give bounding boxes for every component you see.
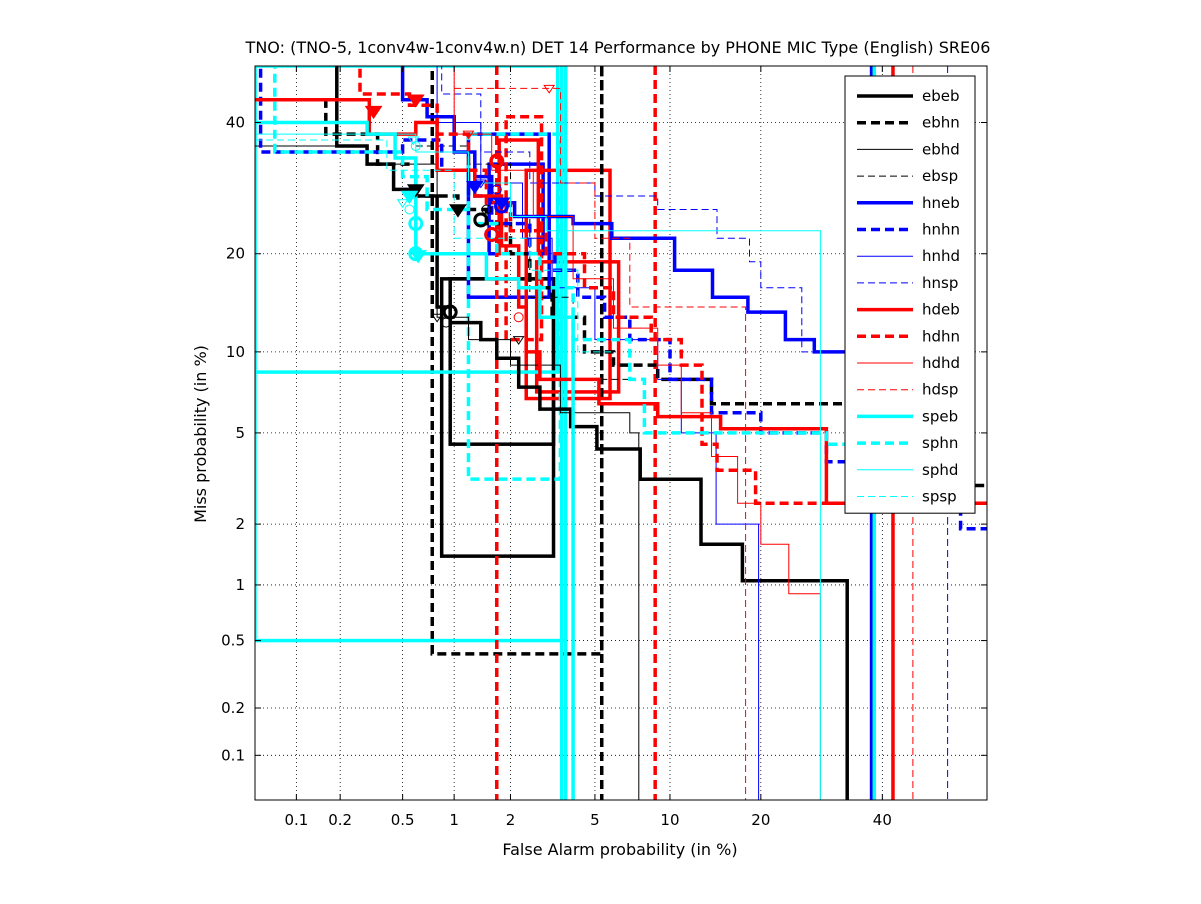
- x-tick-label: 20: [751, 811, 770, 829]
- y-tick-label: 10: [226, 343, 245, 361]
- series-line-hdsp: [454, 87, 747, 800]
- min-dcf-point-hdsp: [513, 312, 524, 323]
- series-line-spsp: [255, 139, 614, 353]
- chart-title: TNO: (TNO-5, 1conv4w-1conv4w.n) DET 14 P…: [245, 38, 991, 57]
- min-dcf-point-ebhn: [473, 212, 489, 228]
- series-line-ebhd: [255, 145, 640, 800]
- legend-label-hdeb: hdeb: [922, 301, 960, 319]
- min-dcf-point-ebsp: [481, 204, 492, 215]
- actual-dcf-point-hdsp: [543, 84, 556, 94]
- x-tick-label: 5: [590, 811, 600, 829]
- x-tick-label: 0.2: [328, 811, 352, 829]
- actual-dcf-point-hnhn: [492, 197, 511, 211]
- legend-label-hdsp: hdsp: [922, 381, 958, 399]
- series-line-hnsp: [441, 66, 827, 353]
- min-dcf-point-hdhn: [489, 153, 505, 169]
- min-dcf-point-ebeb: [442, 304, 458, 320]
- actual-dcf-point-hdeb: [364, 105, 383, 120]
- actual-dcf-point-ebhn: [449, 204, 467, 218]
- y-tick-label: 1: [235, 576, 245, 594]
- y-tick-label: 40: [226, 114, 245, 132]
- legend-label-sphd: sphd: [922, 461, 958, 479]
- min-dcf-point-ebhd: [441, 317, 452, 328]
- legend-label-speb: speb: [922, 407, 958, 425]
- y-tick-label: 2: [235, 515, 245, 533]
- y-axis-label: Miss probability (in %): [191, 345, 210, 523]
- legend-label-hnsp: hnsp: [922, 274, 958, 292]
- plot-layer: [255, 66, 987, 800]
- legend-label-ebeb: ebeb: [922, 87, 960, 105]
- legend-label-hdhn: hdhn: [922, 327, 960, 345]
- x-axis-label: False Alarm probability (in %): [502, 840, 737, 859]
- plot-area: [255, 66, 987, 800]
- confidence-box-hdeb: [534, 260, 621, 394]
- min-dcf-point-sphn: [408, 216, 424, 232]
- confidence-box-sphn: [466, 132, 563, 481]
- legend-label-hneb: hneb: [922, 194, 960, 212]
- actual-dcf-point-hdhn: [406, 94, 425, 108]
- x-tick-label: 2: [506, 811, 516, 829]
- actual-dcf-point-hnhd: [474, 179, 487, 189]
- min-dcf-point-hdhd: [491, 156, 502, 167]
- min-dcf-point-hnhd: [491, 184, 502, 195]
- series-line-sphd: [255, 133, 821, 800]
- y-tick-label: 0.2: [221, 699, 245, 717]
- actual-dcf-point-sphd: [407, 136, 420, 146]
- x-tick-label: 0.5: [391, 811, 415, 829]
- series-line-sphn: [273, 66, 883, 446]
- x-tick-label: 10: [660, 811, 679, 829]
- legend-box: [844, 75, 976, 514]
- series-line-hdeb: [255, 97, 987, 505]
- actual-dcf-point-ebsp: [512, 336, 525, 345]
- x-tick-label: 1: [449, 811, 459, 829]
- actual-dcf-point-hdhd: [462, 130, 475, 140]
- tick-layer: 0.1 0.2 0.5 1 2 5 10 20 40 0.1 0.2 0.5 1 2 5 10 20 40: [221, 66, 987, 829]
- legend: ebeb ebhn ebhd ebsp hneb hnhn hnhd hnsp hdeb hdhn…: [844, 75, 976, 514]
- series-line-hdhn: [358, 66, 883, 505]
- legend-label-ebsp: ebsp: [922, 167, 958, 185]
- x-tick-label: 0.1: [284, 811, 308, 829]
- legend-label-hdhd: hdhd: [922, 354, 960, 372]
- confidence-box-hdeb: [524, 168, 612, 401]
- actual-dcf-point-spsp: [396, 199, 409, 209]
- actual-dcf-point-speb: [409, 250, 428, 264]
- legend-label-sphn: sphn: [922, 434, 958, 452]
- actual-dcf-point-ebeb: [406, 184, 425, 198]
- legend-label-hnhn: hnhn: [922, 221, 960, 239]
- min-dcf-point-hdeb: [484, 227, 500, 243]
- series-line-ebeb: [335, 66, 849, 800]
- min-dcf-point-spsp: [404, 204, 415, 215]
- confidence-box-speb: [255, 66, 560, 374]
- actual-dcf-point-ebhd: [431, 313, 444, 323]
- legend-label-ebhn: ebhn: [922, 114, 960, 132]
- series-line-hdhd: [453, 66, 821, 800]
- legend-label-spsp: spsp: [922, 488, 957, 506]
- legend-label-ebhd: ebhd: [922, 140, 960, 158]
- legend-label-hnhd: hnhd: [922, 247, 960, 265]
- y-tick-label: 0.1: [221, 746, 245, 764]
- y-tick-label: 20: [226, 245, 245, 263]
- y-tick-label: 5: [235, 424, 245, 442]
- confidence-box-hdhn: [504, 115, 544, 342]
- actual-dcf-point-sphn: [400, 190, 419, 205]
- x-tick-label: 40: [873, 811, 892, 829]
- y-tick-label: 0.5: [221, 632, 245, 650]
